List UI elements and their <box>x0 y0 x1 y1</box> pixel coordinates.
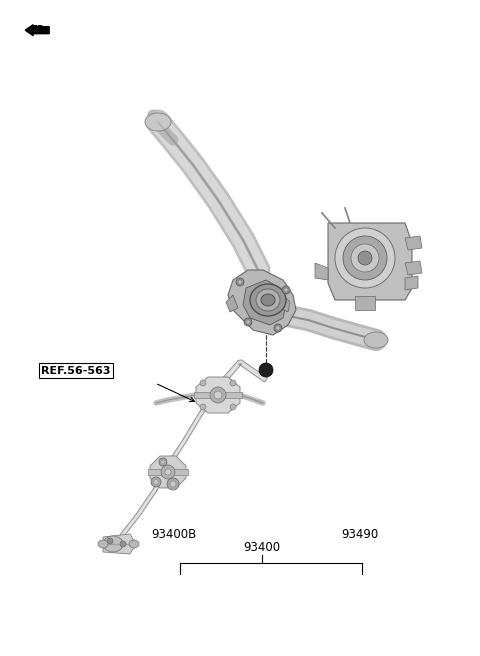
PathPatch shape <box>228 270 296 335</box>
Ellipse shape <box>364 332 388 348</box>
PathPatch shape <box>405 236 422 250</box>
Ellipse shape <box>159 458 167 466</box>
Ellipse shape <box>274 324 282 332</box>
Ellipse shape <box>261 294 275 306</box>
Ellipse shape <box>358 251 372 265</box>
FancyArrow shape <box>25 25 49 35</box>
Ellipse shape <box>161 465 175 479</box>
Ellipse shape <box>151 477 161 487</box>
Text: REF.56-563: REF.56-563 <box>41 365 110 376</box>
Ellipse shape <box>343 236 387 280</box>
PathPatch shape <box>168 384 222 464</box>
Ellipse shape <box>200 404 206 410</box>
Ellipse shape <box>98 540 108 548</box>
Bar <box>148 469 188 475</box>
Text: 93400B: 93400B <box>151 527 196 541</box>
PathPatch shape <box>315 263 328 280</box>
Ellipse shape <box>170 481 176 487</box>
PathPatch shape <box>103 534 136 554</box>
Ellipse shape <box>259 363 273 377</box>
Ellipse shape <box>145 113 171 131</box>
Ellipse shape <box>246 320 250 324</box>
Ellipse shape <box>230 404 236 410</box>
Ellipse shape <box>120 541 126 547</box>
Text: 93490: 93490 <box>341 527 378 541</box>
Ellipse shape <box>200 380 206 386</box>
Ellipse shape <box>167 478 179 490</box>
Bar <box>194 392 242 398</box>
PathPatch shape <box>405 261 422 275</box>
Ellipse shape <box>238 280 242 284</box>
Ellipse shape <box>214 391 222 399</box>
PathPatch shape <box>328 223 412 300</box>
PathPatch shape <box>119 462 172 539</box>
Ellipse shape <box>129 540 139 548</box>
Text: FR.: FR. <box>31 24 49 37</box>
Ellipse shape <box>244 318 252 326</box>
PathPatch shape <box>150 456 186 488</box>
Ellipse shape <box>161 460 165 464</box>
Ellipse shape <box>165 469 171 475</box>
PathPatch shape <box>218 360 267 386</box>
PathPatch shape <box>226 295 238 312</box>
PathPatch shape <box>243 280 286 325</box>
Ellipse shape <box>276 326 280 330</box>
Ellipse shape <box>351 244 379 272</box>
Ellipse shape <box>210 387 226 403</box>
Ellipse shape <box>250 284 286 316</box>
Ellipse shape <box>103 536 123 552</box>
Ellipse shape <box>154 480 158 485</box>
PathPatch shape <box>196 377 240 413</box>
Ellipse shape <box>230 380 236 386</box>
Ellipse shape <box>284 288 288 292</box>
Ellipse shape <box>107 538 113 544</box>
PathPatch shape <box>405 276 418 290</box>
PathPatch shape <box>355 296 375 310</box>
Ellipse shape <box>256 289 280 311</box>
PathPatch shape <box>280 295 290 312</box>
Ellipse shape <box>282 286 290 294</box>
Ellipse shape <box>335 228 395 288</box>
Text: 93400: 93400 <box>243 541 280 554</box>
Ellipse shape <box>236 278 244 286</box>
